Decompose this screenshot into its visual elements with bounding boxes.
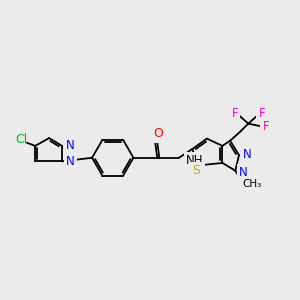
Text: N: N: [66, 140, 74, 152]
Text: S: S: [193, 164, 201, 177]
Text: N: N: [66, 155, 74, 168]
Text: N: N: [239, 166, 248, 179]
Text: NH: NH: [186, 154, 203, 167]
Text: F: F: [262, 120, 269, 133]
Text: F: F: [232, 107, 238, 120]
Text: F: F: [258, 107, 265, 120]
Text: O: O: [153, 128, 163, 140]
Text: Cl: Cl: [16, 133, 28, 146]
Text: CH₃: CH₃: [242, 179, 261, 189]
Text: N: N: [243, 148, 251, 160]
